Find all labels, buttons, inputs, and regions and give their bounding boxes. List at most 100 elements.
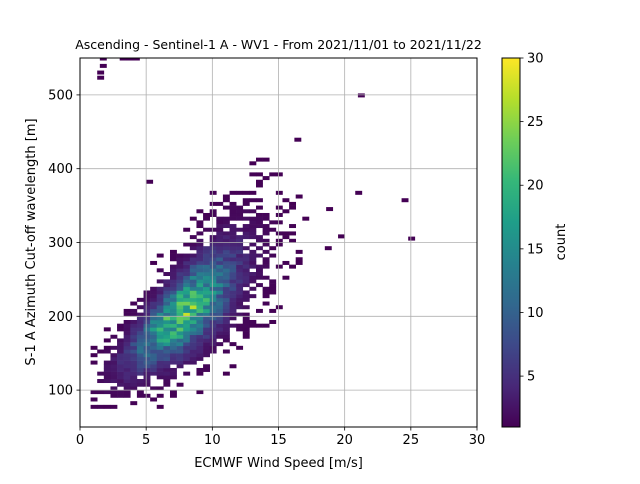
heatmap-cell xyxy=(143,345,151,350)
colorbar-tick-label: 20 xyxy=(527,179,544,194)
heatmap-cell xyxy=(130,379,138,384)
heatmap-cell xyxy=(222,319,230,324)
heatmap-cell xyxy=(249,319,257,324)
heatmap-cell xyxy=(196,371,204,376)
heatmap-cell xyxy=(236,290,244,295)
heatmap-cell xyxy=(229,312,237,317)
heatmap-cell xyxy=(97,404,105,409)
heatmap-cell xyxy=(183,308,191,313)
heatmap-cell xyxy=(176,349,184,354)
heatmap-cell xyxy=(136,316,144,321)
heatmap-cell xyxy=(143,316,151,321)
heatmap-cell xyxy=(209,312,217,317)
heatmap-cell xyxy=(229,238,237,243)
heatmap-cell xyxy=(209,305,217,310)
heatmap-cell xyxy=(117,364,124,369)
heatmap-cell xyxy=(156,404,164,409)
heatmap-cell xyxy=(216,268,224,273)
heatmap-cell xyxy=(156,393,164,398)
heatmap-cell xyxy=(163,367,171,372)
heatmap-cell xyxy=(256,198,263,203)
x-tick-label: 15 xyxy=(270,433,287,448)
heatmap-cell xyxy=(103,327,111,332)
heatmap-cell xyxy=(249,209,257,214)
heatmap-cell xyxy=(143,360,151,365)
heatmap-cell xyxy=(222,294,230,299)
heatmap-cell xyxy=(236,264,244,269)
heatmap-cell xyxy=(262,231,270,236)
heatmap-cell xyxy=(196,390,204,395)
heatmap-cell xyxy=(183,323,191,328)
heatmap-cell xyxy=(216,297,224,302)
heatmap-cell xyxy=(196,286,204,291)
heatmap-cell xyxy=(183,253,191,258)
heatmap-cell xyxy=(269,172,277,177)
heatmap-cell xyxy=(130,308,138,313)
heatmap-cell xyxy=(189,235,197,240)
heatmap-cell xyxy=(203,305,210,310)
heatmap-cell xyxy=(229,216,237,221)
heatmap-cell xyxy=(156,331,164,336)
heatmap-cell xyxy=(169,301,177,306)
heatmap-cell xyxy=(269,246,277,251)
heatmap-cell xyxy=(169,345,177,350)
heatmap-cell xyxy=(209,260,217,265)
heatmap-cell xyxy=(130,371,138,376)
heatmap-cell xyxy=(110,404,118,409)
heatmap-cell xyxy=(196,305,204,310)
heatmap-cell xyxy=(236,272,244,277)
heatmap-cell xyxy=(136,382,144,387)
heatmap-cell xyxy=(236,238,244,243)
heatmap-cell xyxy=(269,220,277,225)
heatmap-cell xyxy=(183,360,191,365)
heatmap-cell xyxy=(143,379,151,384)
heatmap-cell xyxy=(242,190,250,195)
heatmap-cell xyxy=(275,172,283,177)
heatmap-cell xyxy=(229,290,237,295)
heatmap-cell xyxy=(222,371,230,376)
heatmap-cell xyxy=(242,334,250,339)
heatmap-cell xyxy=(156,338,164,343)
heatmap-cell xyxy=(176,268,184,273)
heatmap-cell xyxy=(216,312,224,317)
heatmap-cell xyxy=(117,379,124,384)
heatmap-cell xyxy=(203,286,210,291)
heatmap-cell xyxy=(123,342,131,347)
heatmap-cell xyxy=(189,316,197,321)
heatmap-cell xyxy=(156,327,164,332)
colorbar-ticks: 5 10 15 20 25 30 xyxy=(520,52,544,385)
heatmap-cell xyxy=(236,212,244,217)
heatmap-cell xyxy=(183,356,191,361)
heatmap-cell xyxy=(196,345,204,350)
heatmap-cell xyxy=(143,331,151,336)
heatmap-cell xyxy=(216,305,224,310)
heatmap-cell xyxy=(130,345,138,350)
heatmap-cell xyxy=(209,331,217,336)
heatmap-cell xyxy=(163,379,171,384)
heatmap-cell xyxy=(275,190,283,195)
heatmap-cell xyxy=(150,301,158,306)
heatmap-cell xyxy=(203,323,210,328)
heatmap-cell xyxy=(163,353,171,358)
heatmap-cell xyxy=(136,338,144,343)
heatmap-cell xyxy=(222,290,230,295)
heatmap-cell xyxy=(209,286,217,291)
heatmap-cell xyxy=(269,308,277,313)
heatmap-cell xyxy=(203,294,210,299)
heatmap-cell xyxy=(163,301,171,306)
heatmap-cell xyxy=(110,393,118,398)
heatmap-cell xyxy=(289,205,297,210)
heatmap-cell xyxy=(123,334,131,339)
heatmap-cell xyxy=(222,198,230,203)
heatmap-cell xyxy=(242,227,250,232)
heatmap-cell xyxy=(229,253,237,258)
heatmap-cell xyxy=(242,224,250,229)
heatmap-cell xyxy=(183,283,191,288)
heatmap-cell xyxy=(236,294,244,299)
heatmap-cell xyxy=(156,305,164,310)
heatmap-cell xyxy=(156,323,164,328)
heatmap-cell xyxy=(136,312,144,317)
heatmap-cell xyxy=(189,272,197,277)
colorbar-tick-label: 5 xyxy=(527,370,535,385)
heatmap-cell xyxy=(176,294,184,299)
